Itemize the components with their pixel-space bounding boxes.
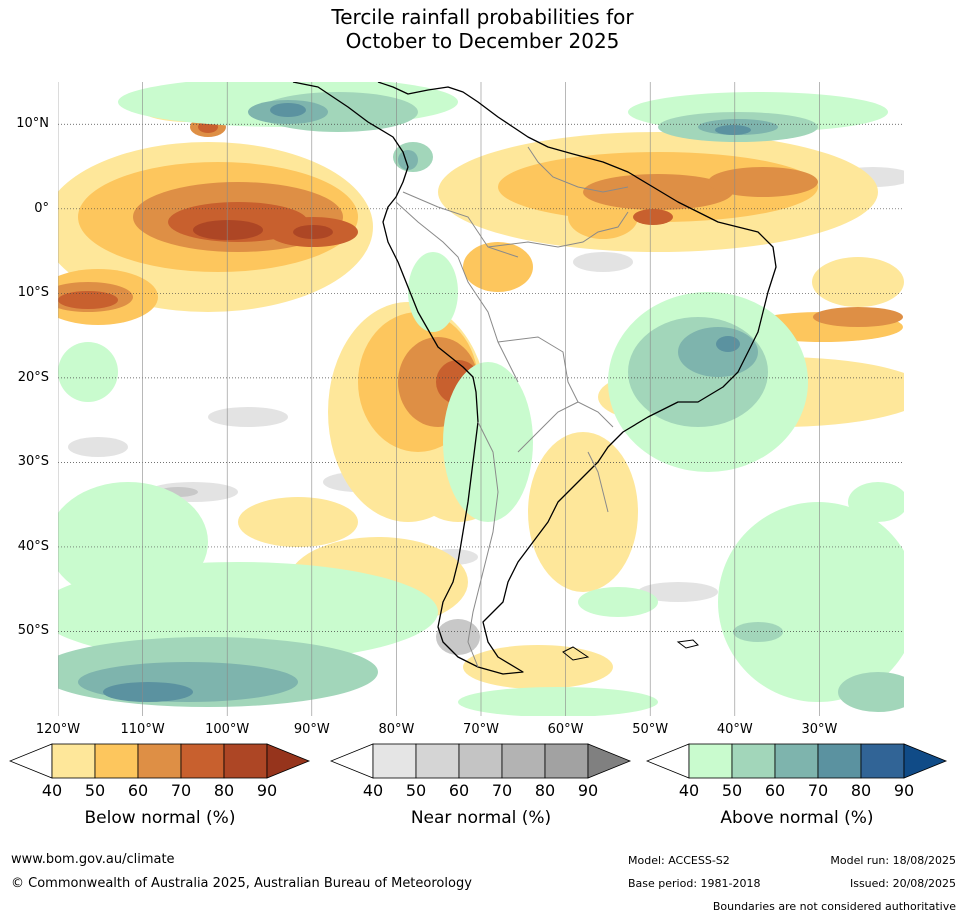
colorbar-segment (731, 743, 776, 779)
latitude-label: 30°S (17, 454, 49, 470)
colorbar-segment (180, 743, 225, 779)
colorbar-label: Below normal (%) (84, 808, 236, 828)
longitude-label: 50°W (632, 722, 669, 737)
colorbar-upper-arrow (587, 743, 632, 779)
colorbar-tick: 90 (893, 781, 915, 800)
boundary-disclaimer: Boundaries are not considered authoritat… (712, 900, 956, 913)
colorbar-segment (774, 743, 819, 779)
colorbar-label: Above normal (%) (720, 808, 874, 828)
colorbar-tick: 80 (534, 781, 556, 800)
graticule-lines (58, 82, 904, 716)
map-title-line-1: Tercile rainfall probabilities for (331, 5, 634, 29)
website-link[interactable]: www.bom.gov.au/climate (11, 852, 175, 867)
longitude-label: 100°W (205, 722, 250, 737)
latitude-label: 0° (34, 200, 49, 216)
colorbar-tick: 80 (213, 781, 235, 800)
colorbar-tick: 70 (807, 781, 829, 800)
colorbar-segment (51, 743, 96, 779)
colorbar-tick: 50 (405, 781, 427, 800)
colorbar-tick: 50 (84, 781, 106, 800)
colorbar-segment (372, 743, 417, 779)
colorbar-segment (544, 743, 589, 779)
colorbar-tick: 50 (721, 781, 743, 800)
colorbar-tick: 40 (362, 781, 384, 800)
colorbar-lower-arrow (330, 743, 374, 779)
model-run-date: Model run: 18/08/2025 (830, 854, 956, 867)
colorbar-tick: 90 (577, 781, 599, 800)
colorbar-tick: 70 (170, 781, 192, 800)
colorbar-segment (94, 743, 139, 779)
rainfall-probability-map (58, 82, 904, 716)
copyright-text: © Commonwealth of Australia 2025, Austra… (11, 876, 472, 891)
latitude-label: 50°S (17, 623, 49, 639)
colorbar-tick: 90 (256, 781, 278, 800)
colorbar-segment (688, 743, 733, 779)
base-period: Base period: 1981-2018 (628, 877, 761, 890)
colorbar-tick: 40 (41, 781, 63, 800)
colorbar-tick: 40 (678, 781, 700, 800)
colorbar-segment (137, 743, 182, 779)
colorbar-segment (223, 743, 268, 779)
colorbar-above-normal: 40 50 60 70 80 90 Above normal (%) (646, 742, 948, 828)
colorbar-segment (860, 743, 905, 779)
issued-date: Issued: 20/08/2025 (849, 877, 956, 890)
colorbar-below-normal: 40 50 60 70 80 90 Below normal (%) (9, 742, 311, 828)
colorbar-tick: 60 (764, 781, 786, 800)
colorbar-segment (458, 743, 503, 779)
probability-fields (58, 82, 904, 716)
latitude-label: 10°N (16, 116, 49, 132)
latitude-label: 40°S (17, 538, 49, 554)
colorbar-segment (501, 743, 546, 779)
colorbar-label: Near normal (%) (410, 808, 552, 828)
colorbar-lower-arrow (9, 743, 53, 779)
colorbar-below-normal-scale (9, 743, 311, 779)
colorbar-lower-arrow (646, 743, 690, 779)
longitude-label: 30°W (801, 722, 838, 737)
colorbar-tick: 60 (448, 781, 470, 800)
coastlines (292, 82, 777, 675)
colorbar-tick: 70 (491, 781, 513, 800)
longitude-label: 80°W (378, 722, 415, 737)
colorbar-upper-arrow (903, 743, 948, 779)
colorbar-upper-arrow (266, 743, 311, 779)
colorbar-segment (415, 743, 460, 779)
colorbar-segment (817, 743, 862, 779)
colorbar-near-normal: 40 50 60 70 80 90 Near normal (%) (330, 742, 632, 828)
longitude-label: 90°W (293, 722, 330, 737)
longitude-label: 40°W (716, 722, 753, 737)
colorbar-above-normal-scale (646, 743, 948, 779)
colorbar-tick: 60 (127, 781, 149, 800)
latitude-label: 10°S (17, 285, 49, 301)
country-borders (395, 146, 629, 668)
longitude-label: 60°W (547, 722, 584, 737)
colorbar-tick: 80 (850, 781, 872, 800)
longitude-label: 120°W (35, 722, 81, 737)
model-name: Model: ACCESS-S2 (628, 854, 730, 867)
map-canvas (58, 82, 904, 716)
longitude-label: 70°W (463, 722, 499, 737)
longitude-label: 110°W (120, 722, 165, 737)
colorbar-near-normal-scale (330, 743, 632, 779)
latitude-label: 20°S (17, 369, 49, 385)
map-title-line-2: October to December 2025 (345, 29, 620, 53)
